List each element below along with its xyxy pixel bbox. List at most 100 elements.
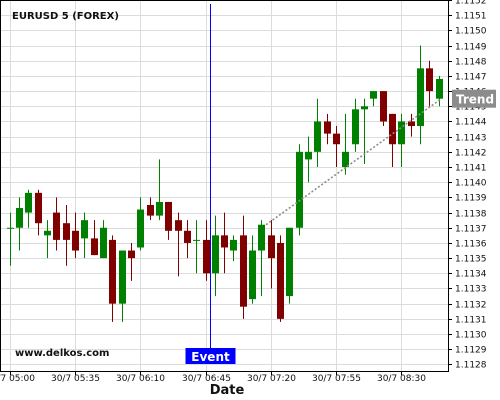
- candle: [63, 204, 70, 266]
- site-watermark: www.delkos.com: [15, 348, 109, 359]
- y-tick-label: 1.1139: [455, 194, 487, 204]
- event-label-box: [185, 348, 236, 364]
- x-tick-label: 30/7 06:45: [182, 374, 231, 384]
- y-tick-label: 1.1149: [455, 43, 487, 53]
- candle-body: [436, 78, 443, 99]
- candle-body: [361, 106, 368, 110]
- candle: [35, 189, 42, 236]
- y-tick-label: 1.1150: [455, 27, 487, 37]
- candle: [314, 98, 321, 168]
- candle: [408, 113, 415, 137]
- candle-body: [398, 121, 405, 145]
- y-tick-label: 1.1147: [455, 73, 487, 83]
- candle: [426, 60, 433, 107]
- candle: [268, 220, 275, 289]
- candle-body: [147, 204, 154, 216]
- candle: [352, 98, 359, 152]
- candle-body: [35, 192, 42, 224]
- candle-body: [72, 230, 79, 251]
- y-tick-label: 1.1140: [455, 179, 487, 189]
- candle-body: [25, 192, 32, 213]
- y-tick-label: 1.1143: [455, 134, 487, 144]
- plot-area: [0, 0, 449, 372]
- candle-body: [81, 220, 88, 239]
- y-tick-label: 1.1141: [455, 164, 487, 174]
- y-tick-label: 1.1128: [455, 361, 487, 371]
- y-tick-label: 1.1131: [455, 316, 487, 326]
- candle-body: [193, 239, 200, 241]
- candle: [277, 235, 284, 322]
- x-axis: 30/7 05:00 30/7 05:35 30/7 06:10 30/7 06:45…: [0, 372, 426, 384]
- candle: [240, 215, 247, 319]
- candle-body: [296, 151, 303, 228]
- candle-body: [342, 151, 349, 168]
- candle: [72, 212, 79, 259]
- candle: [333, 126, 340, 168]
- candle: [324, 113, 331, 145]
- candle: [342, 113, 349, 175]
- candle-body: [119, 250, 126, 304]
- candle: [44, 220, 51, 259]
- candle: [380, 91, 387, 127]
- candle: [184, 220, 191, 259]
- candle-body: [156, 201, 163, 216]
- x-tick-label: 30/7 05:35: [51, 374, 100, 384]
- overlays: Event: [185, 4, 442, 364]
- candle-body: [389, 113, 396, 145]
- candle: [258, 220, 265, 297]
- candle: [25, 189, 32, 228]
- candle: [370, 91, 377, 107]
- y-tick-label: 1.1152: [455, 0, 487, 7]
- candle-body: [203, 239, 210, 274]
- x-tick-label: 30/7 08:30: [377, 374, 426, 384]
- candle: [109, 235, 116, 322]
- candle: [147, 197, 154, 221]
- candle-body: [137, 209, 144, 248]
- candle-body: [333, 133, 340, 145]
- candle: [81, 212, 88, 259]
- candle-body: [240, 235, 247, 307]
- candle: [156, 159, 163, 221]
- candle: [175, 212, 182, 277]
- candle: [230, 235, 237, 262]
- candle-body: [16, 208, 23, 228]
- candle-body: [268, 235, 275, 259]
- candle: [203, 220, 210, 281]
- candle-body: [165, 201, 172, 231]
- trend-label-box: [452, 89, 496, 108]
- x-axis-title: Date: [210, 383, 245, 398]
- candle: [389, 113, 396, 168]
- x-tick-label: 30/7 07:55: [312, 374, 361, 384]
- candle-body: [212, 235, 219, 274]
- candle-body: [91, 238, 98, 256]
- candle-body: [305, 151, 312, 160]
- candle: [296, 144, 303, 236]
- y-axis: 1.1128 1.1129 1.1130 1.1131 1.1132 1.1133 1.11…: [449, 0, 496, 371]
- candle: [193, 220, 200, 274]
- candle: [16, 197, 23, 251]
- candle: [221, 212, 228, 274]
- candle: [305, 136, 312, 183]
- candle: [53, 197, 60, 251]
- candle-body: [249, 250, 256, 300]
- y-tick-label: 1.1148: [455, 58, 487, 68]
- candle: [417, 45, 424, 145]
- candle-body: [44, 230, 51, 236]
- y-tick-label: 1.1144: [455, 118, 487, 128]
- candle-body: [370, 91, 377, 99]
- y-tick-label: 1.1135: [455, 255, 487, 265]
- candle-body: [380, 91, 387, 122]
- y-tick-label: 1.1151: [455, 12, 487, 22]
- x-tick-label: 30/7 05:00: [0, 374, 35, 384]
- chart-title: EURUSD 5 (FOREX): [12, 11, 119, 22]
- y-tick-label: 1.1132: [455, 301, 487, 311]
- plot-frame: [0, 0, 449, 372]
- candle-body: [7, 227, 14, 229]
- event-label: Event: [191, 350, 230, 364]
- candle: [212, 215, 219, 297]
- candle: [91, 220, 98, 256]
- trend-label: Trend: [456, 93, 494, 107]
- candle-body: [53, 212, 60, 240]
- candle-body: [286, 227, 293, 297]
